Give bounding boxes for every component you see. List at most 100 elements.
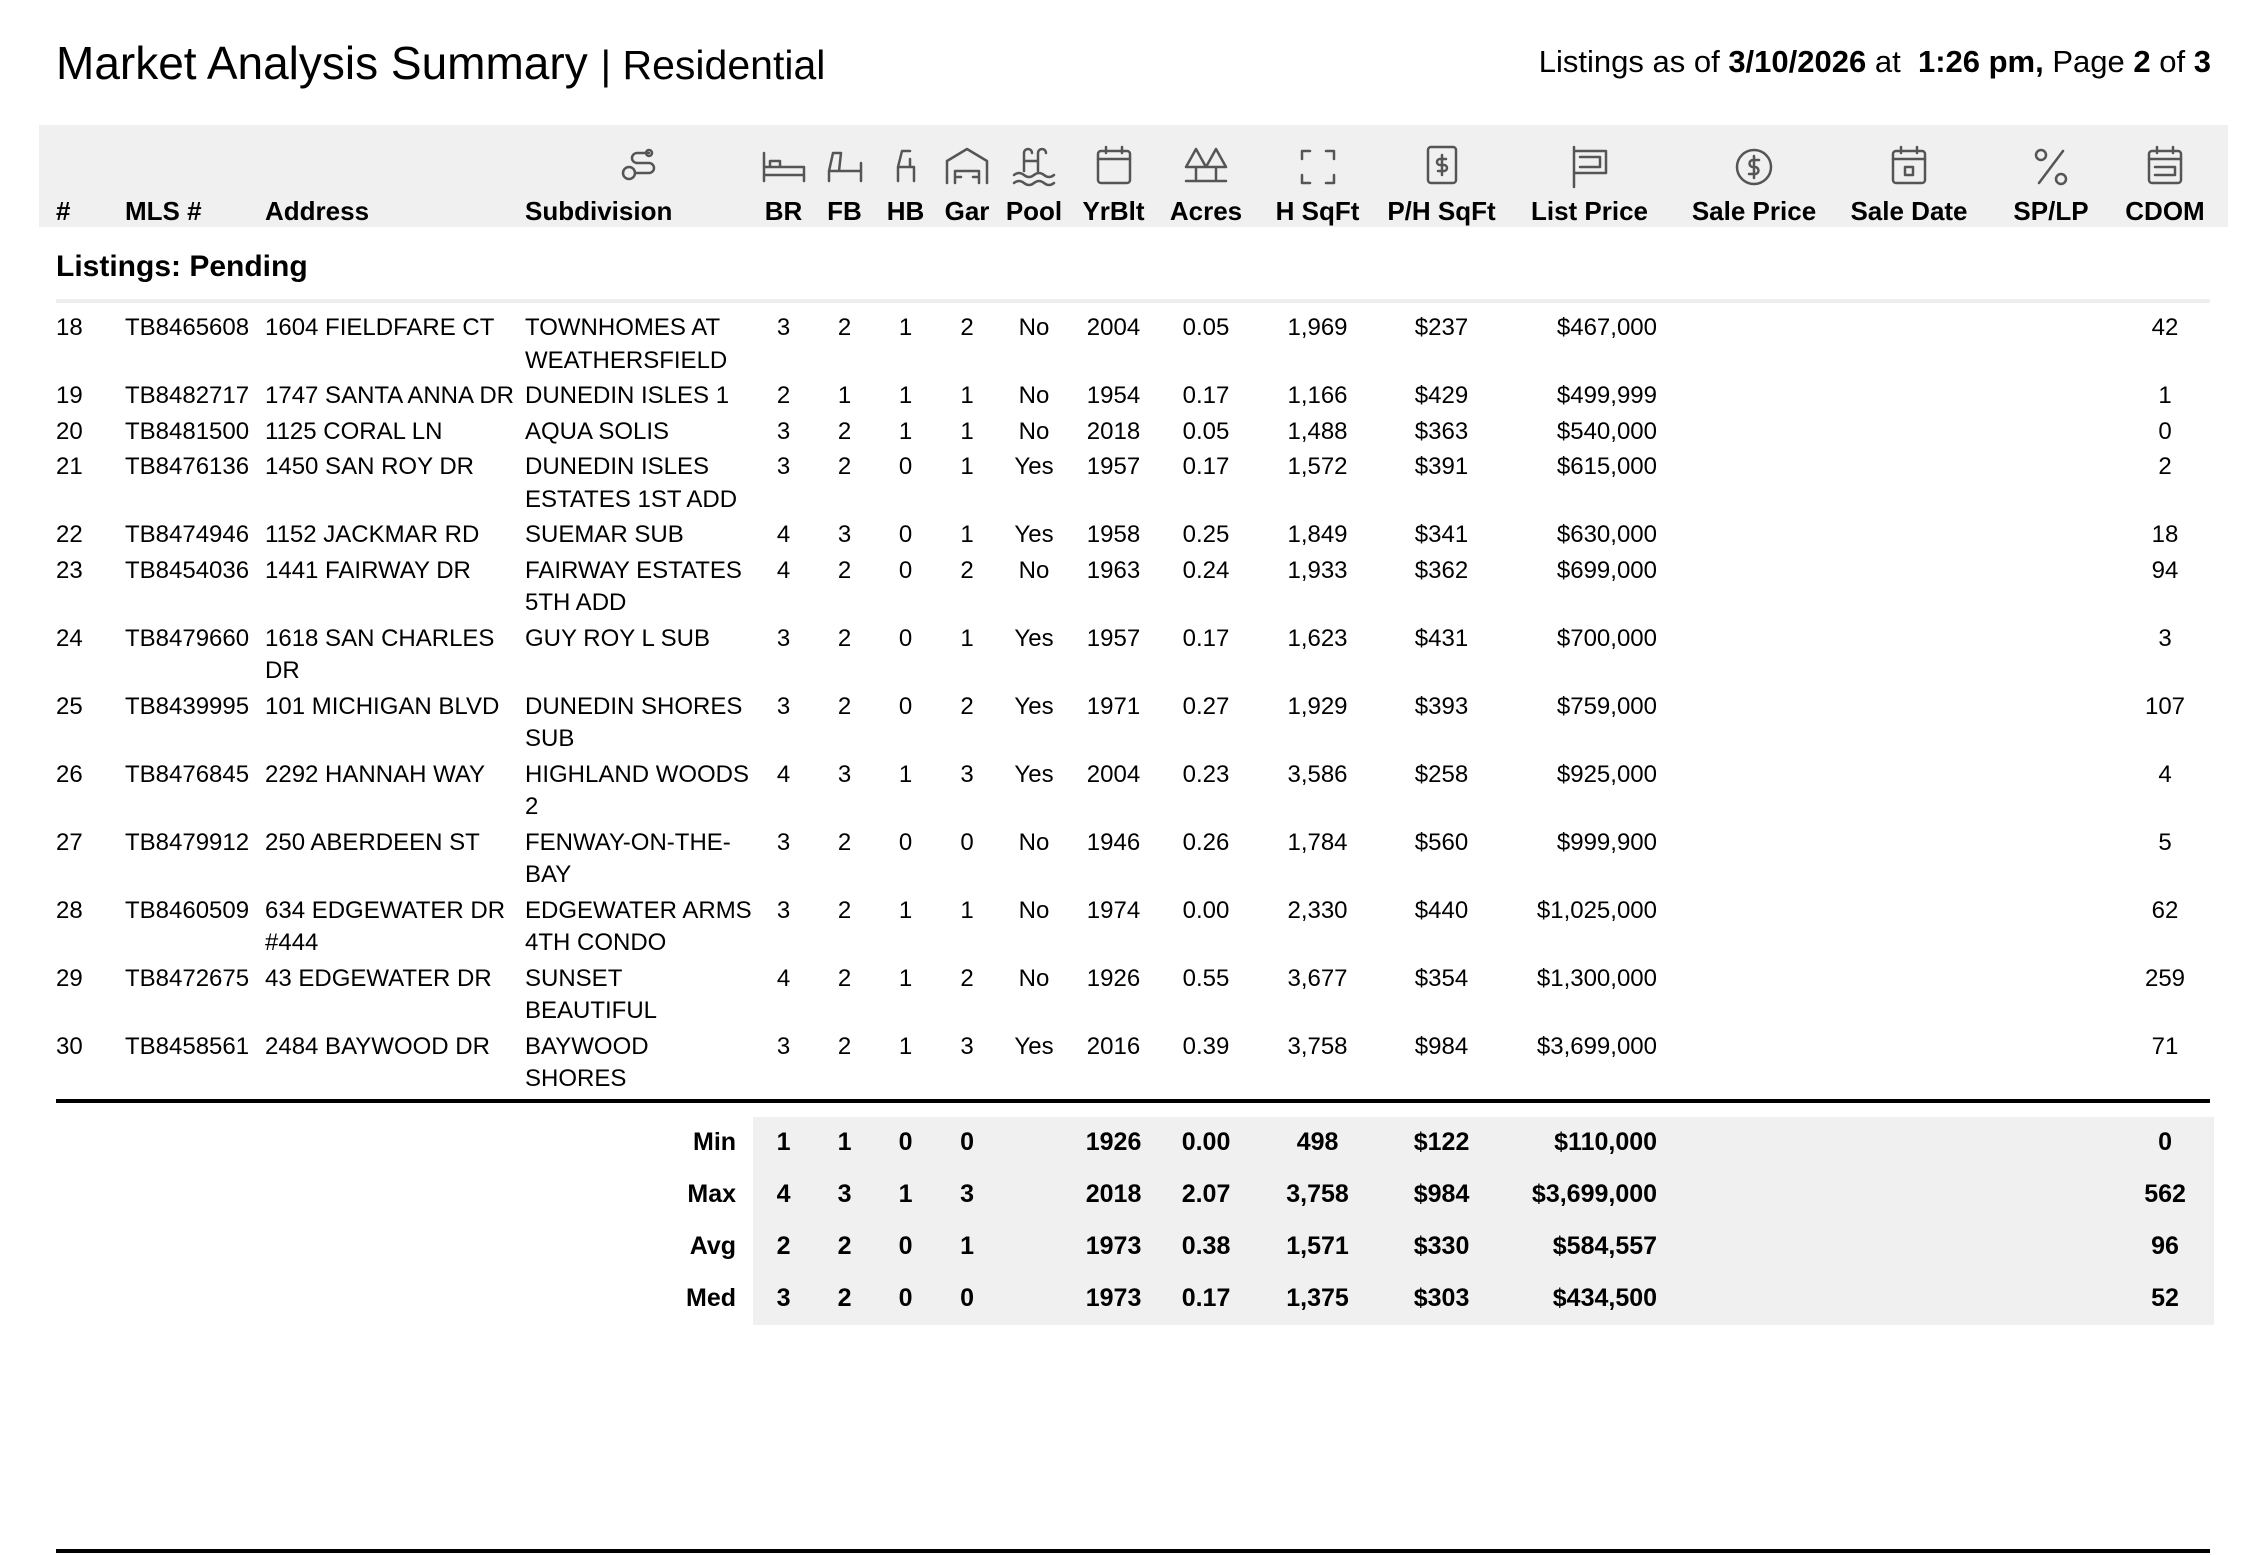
cell: 1,969 (1287, 314, 1348, 341)
summary-cell: $984 (1380, 1168, 1504, 1221)
summary-table: Min 1 1 0 0 1926 0.00 498 $122 $110,000 0 Max 4 3 1 3 20… (56, 1116, 2215, 1325)
cell: TB8454036 (125, 556, 250, 584)
cell: 0 (898, 624, 913, 652)
listing-row: 19 TB8482717 1747 SANTA ANNA DR DUNEDIN ISL… (56, 378, 2214, 414)
cell: 18 (56, 314, 83, 341)
cell: 1,849 (1287, 521, 1348, 548)
cell: FAIRWAY ESTATES 5TH ADD (525, 556, 742, 617)
cell: No (1018, 314, 1050, 341)
pages: 3 (2193, 44, 2211, 79)
cell (1676, 689, 1832, 757)
listing-table: 18 TB8465608 1604 FIELDFARE CT TOWNHOMES AT… (56, 310, 2214, 1097)
column-header: # (56, 196, 71, 226)
cell: 1974 (1086, 896, 1141, 924)
cell: 3,758 (1287, 1032, 1348, 1060)
cell: TB8479660 (125, 624, 250, 652)
cell: 28 (56, 896, 83, 924)
summary-cell (998, 1220, 1071, 1273)
column-header: Sale Date (1832, 125, 1986, 233)
cell: 2 (960, 556, 974, 584)
column-header: FB (814, 125, 875, 233)
cell: 1,572 (1287, 453, 1348, 480)
summary-cell: 0 (936, 1116, 999, 1169)
summary-cell: $3,699,000 (1503, 1168, 1677, 1221)
summary-cell: 1 (936, 1220, 999, 1273)
summary-cell: 2018 (1070, 1168, 1158, 1221)
cell: BAYWOOD SHORES (525, 1032, 649, 1093)
cell: 4 (776, 964, 791, 992)
summary-cell: 2.07 (1157, 1168, 1256, 1221)
cell: 29 (56, 964, 83, 992)
cell: No (1018, 382, 1050, 409)
listing-row: 28 TB8460509 634 EDGEWATER DR #444 EDGEWATE… (56, 893, 2214, 961)
cell: Yes (1014, 692, 1054, 720)
summary-cell: $110,000 (1503, 1116, 1677, 1169)
cell: 2 (2158, 453, 2172, 480)
summary-cell: 0 (875, 1220, 937, 1273)
cell: 1 (960, 382, 974, 409)
listing-row: 29 TB8472675 43 EDGEWATER DR SUNSET BEAUTIF… (56, 961, 2214, 1029)
summary-cell: 0 (875, 1272, 937, 1325)
cell: 62 (2151, 896, 2179, 924)
cell: $1,025,000 (1536, 896, 1657, 924)
listing-row: 25 TB8439995 101 MICHIGAN BLVD DUNEDIN SHOR… (56, 689, 2214, 757)
cell (1832, 517, 1986, 553)
cell: 4 (776, 760, 791, 788)
cell: $759,000 (1556, 692, 1657, 720)
cell: DUNEDIN ISLES 1 (525, 382, 730, 409)
summary-cell: 1973 (1070, 1220, 1158, 1273)
cell: $362 (1414, 556, 1469, 584)
summary-row: Min 1 1 0 0 1926 0.00 498 $122 $110,000 0 (56, 1116, 2215, 1169)
column-icon (1426, 145, 1457, 185)
column-icon (1096, 145, 1131, 185)
cell: TOWNHOMES AT WEATHERSFIELD (525, 314, 728, 374)
cell (1986, 961, 2116, 1029)
cell (1986, 757, 2116, 825)
cell: $237 (1414, 314, 1469, 341)
cell: 3 (776, 828, 791, 856)
cell: $700,000 (1556, 624, 1657, 652)
cell: 1 (960, 896, 974, 924)
cell: 2 (837, 314, 852, 341)
cell: 25 (56, 692, 83, 720)
summary-cell (1986, 1168, 2117, 1221)
summary-cell: 1 (753, 1116, 815, 1169)
cell: TB8458561 (125, 1032, 250, 1060)
cell: 27 (56, 828, 83, 856)
cell: 4 (776, 556, 791, 584)
summary-cell: 1926 (1070, 1116, 1158, 1169)
summary-cell: 52 (2116, 1272, 2215, 1325)
cell: TB8460509 (125, 896, 250, 924)
cell: 0 (898, 521, 913, 548)
cell (1986, 310, 2116, 378)
column-header: H SqFt (1255, 125, 1380, 233)
summary-cell (998, 1168, 1071, 1221)
listing-row: 23 TB8454036 1441 FAIRWAY DR FAIRWAY ESTATE… (56, 553, 2214, 621)
cell: 23 (56, 556, 83, 584)
column-icon (1572, 145, 1607, 189)
column-header: List Price (1503, 125, 1676, 233)
column-header: Gar (936, 125, 998, 233)
cell: 2 (776, 382, 791, 409)
cell (1676, 893, 1832, 961)
cell: 2016 (1086, 1032, 1141, 1060)
cell: Yes (1014, 1032, 1054, 1060)
column-icon (1891, 145, 1927, 185)
cell (1986, 825, 2116, 893)
cell (1676, 757, 1832, 825)
summary-cell: $303 (1380, 1272, 1504, 1325)
column-icon (896, 149, 915, 183)
cell: 1441 FAIRWAY DR (265, 556, 471, 584)
summary-cell: 3 (753, 1272, 815, 1325)
cell: $429 (1414, 382, 1469, 409)
cell: 94 (2151, 556, 2179, 584)
cell: $440 (1414, 896, 1469, 924)
cell: 2,330 (1287, 896, 1348, 924)
cell: Yes (1014, 453, 1054, 480)
listing-row: 22 TB8474946 1152 JACKMAR RD SUEMAR SUB 4 3 0 1… (56, 517, 2214, 553)
column-header: Subdivision (525, 125, 753, 233)
cell: TB8476845 (125, 760, 250, 788)
summary-cell: 2 (814, 1272, 876, 1325)
cell: EDGEWATER ARMS 4TH CONDO (525, 896, 752, 957)
